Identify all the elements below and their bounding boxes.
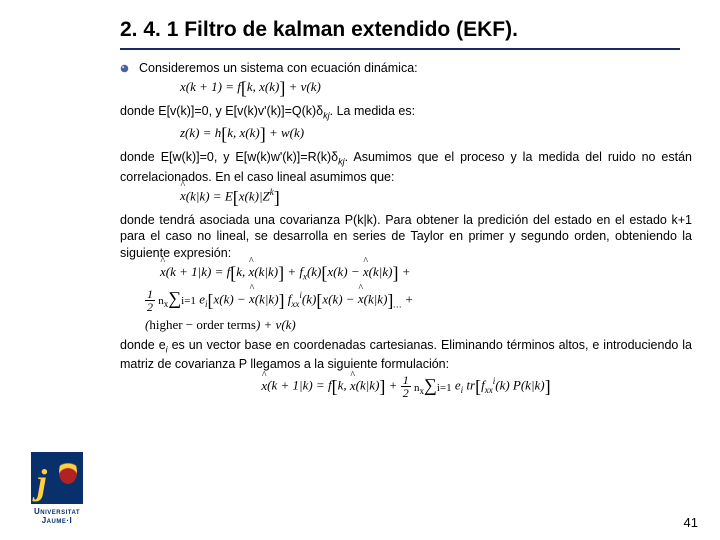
- bullet-icon: [120, 64, 129, 73]
- slide-title: 2. 4. 1 Filtro de kalman extendido (EKF)…: [120, 18, 692, 42]
- bullet-row: Consideremos un sistema con ecuación din…: [120, 60, 692, 76]
- para4-text-b: es un vector base en coordenadas cartesi…: [120, 338, 692, 371]
- equation-1: x(k + 1) = f[k, x(k)] + v(k): [120, 78, 692, 99]
- logo-square: j: [31, 452, 83, 504]
- para1-text-a: donde E[v(k)]=0, y E[v(k)v'(k)]=Q(k)δ: [120, 104, 323, 118]
- bullet-text-1: Consideremos un sistema con ecuación din…: [139, 60, 418, 76]
- logo-letter-icon: j: [37, 464, 47, 500]
- para2-text-a: donde E[w(k)]=0, y E[w(k)w'(k)]=R(k)δ: [120, 150, 338, 164]
- logo-text-2: Jaume·I: [12, 517, 102, 526]
- title-underline: [120, 48, 680, 50]
- equation-2: z(k) = h[k, x(k)] + w(k): [120, 124, 692, 145]
- logo-flame-icon: [59, 456, 77, 484]
- paragraph-2: donde E[w(k)]=0, y E[w(k)w'(k)]=R(k)δkj.…: [120, 149, 692, 184]
- equation-5: x(k + 1|k) = f[k, x(k|k)] + 12 nx∑i=1 ei…: [120, 374, 692, 399]
- equation-4-line2: 12 nx∑i=1 ei[x(k) − x(k|k)] fxxi(k)[x(k)…: [120, 288, 692, 313]
- equation-4-line1: x(k + 1|k) = f[k, x(k|k)] + fx(k)[x(k) −…: [120, 263, 692, 284]
- paragraph-4: donde ei es un vector base en coordenada…: [120, 337, 692, 372]
- equation-3: x(k|k) = E[x(k)|Zk]: [120, 187, 692, 208]
- university-logo: j Universitat Jaume·I: [12, 452, 102, 526]
- para1-text-b: . La medida es:: [330, 104, 415, 118]
- paragraph-1: donde E[v(k)]=0, y E[v(k)v'(k)]=Q(k)δkj.…: [120, 103, 692, 122]
- equation-4-line3: (higher − order terms) + v(k): [120, 317, 692, 333]
- slide-container: 2. 4. 1 Filtro de kalman extendido (EKF)…: [0, 0, 720, 540]
- paragraph-3: donde tendrá asociada una covarianza P(k…: [120, 212, 692, 261]
- page-number: 41: [684, 515, 698, 530]
- para4-text-a: donde e: [120, 338, 166, 352]
